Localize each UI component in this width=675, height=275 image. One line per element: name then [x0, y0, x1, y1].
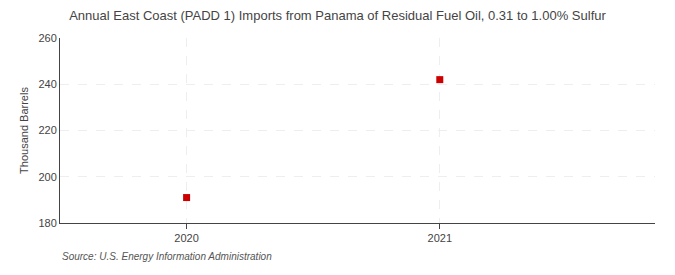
svg-text:Source: U.S. Energy Informatio: Source: U.S. Energy Information Administ…: [62, 251, 272, 262]
svg-text:220: 220: [38, 124, 56, 136]
svg-text:200: 200: [38, 171, 56, 183]
svg-text:Thousand Barrels: Thousand Barrels: [18, 87, 30, 174]
svg-text:Annual East Coast (PADD 1) Imp: Annual East Coast (PADD 1) Imports from …: [69, 8, 606, 23]
svg-text:260: 260: [38, 32, 56, 44]
svg-text:2021: 2021: [428, 232, 452, 244]
svg-text:2020: 2020: [174, 232, 198, 244]
svg-text:240: 240: [38, 78, 56, 90]
svg-text:180: 180: [38, 217, 56, 229]
